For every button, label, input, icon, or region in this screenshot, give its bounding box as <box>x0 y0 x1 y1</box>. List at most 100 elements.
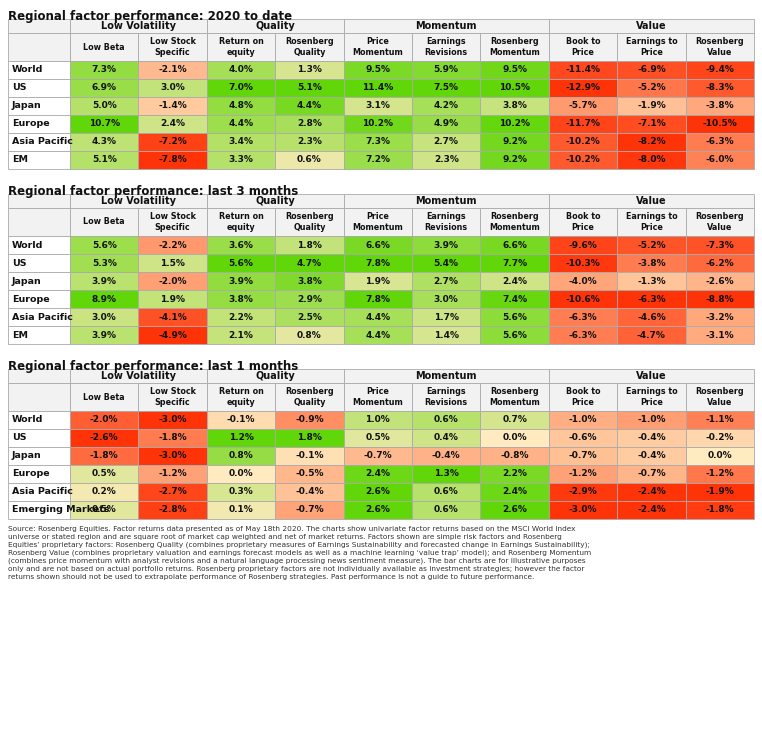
Bar <box>70 369 207 383</box>
Bar <box>549 465 617 483</box>
Bar <box>412 133 480 151</box>
Bar <box>344 33 412 61</box>
Text: 6.9%: 6.9% <box>91 83 117 92</box>
Bar <box>617 208 686 236</box>
Text: 2.4%: 2.4% <box>160 120 185 129</box>
Bar <box>70 79 139 97</box>
Text: -0.7%: -0.7% <box>637 470 666 479</box>
Bar <box>686 465 754 483</box>
Text: 1.3%: 1.3% <box>297 65 322 74</box>
Text: Low Beta: Low Beta <box>83 43 125 52</box>
Bar <box>207 383 275 411</box>
Bar <box>275 447 344 465</box>
Text: -4.6%: -4.6% <box>637 312 666 321</box>
Text: 4.2%: 4.2% <box>434 102 459 111</box>
Bar <box>8 97 70 115</box>
Text: -8.3%: -8.3% <box>706 83 734 92</box>
Text: 2.5%: 2.5% <box>297 312 322 321</box>
Text: Price
Momentum: Price Momentum <box>352 37 403 57</box>
Bar <box>344 208 412 236</box>
Text: -2.8%: -2.8% <box>158 506 187 515</box>
Text: 1.8%: 1.8% <box>297 434 322 443</box>
Text: Regional factor performance: last 1 months: Regional factor performance: last 1 mont… <box>8 360 298 373</box>
Bar <box>617 501 686 519</box>
Bar <box>549 97 617 115</box>
Bar <box>207 483 275 501</box>
Bar <box>70 208 139 236</box>
Text: 7.8%: 7.8% <box>365 294 390 303</box>
Text: Rosenberg
Momentum: Rosenberg Momentum <box>489 37 540 57</box>
Bar <box>344 447 412 465</box>
Bar <box>70 19 207 33</box>
Text: 6.6%: 6.6% <box>502 240 527 249</box>
Bar <box>549 383 617 411</box>
Text: 2.6%: 2.6% <box>502 506 527 515</box>
Text: Quality: Quality <box>255 196 295 206</box>
Bar <box>70 308 139 326</box>
Text: -0.2%: -0.2% <box>706 434 734 443</box>
Bar <box>617 254 686 272</box>
Text: Quality: Quality <box>255 371 295 381</box>
Bar <box>139 151 207 169</box>
Bar <box>275 290 344 308</box>
Text: 3.0%: 3.0% <box>92 312 117 321</box>
Bar <box>480 133 549 151</box>
Bar <box>275 115 344 133</box>
Text: -0.4%: -0.4% <box>295 488 324 497</box>
Text: Rosenberg
Momentum: Rosenberg Momentum <box>489 387 540 407</box>
Text: 1.5%: 1.5% <box>160 258 185 267</box>
Text: 5.3%: 5.3% <box>91 258 117 267</box>
Bar <box>412 483 480 501</box>
Text: 2.7%: 2.7% <box>434 276 459 285</box>
Bar <box>686 33 754 61</box>
Bar <box>344 483 412 501</box>
Text: 3.9%: 3.9% <box>229 276 254 285</box>
Bar <box>8 465 70 483</box>
Text: -2.0%: -2.0% <box>158 276 187 285</box>
Bar <box>686 411 754 429</box>
Bar <box>8 254 70 272</box>
Text: Rosenberg
Quality: Rosenberg Quality <box>285 212 334 231</box>
Text: 7.5%: 7.5% <box>434 83 459 92</box>
Bar <box>617 79 686 97</box>
Bar <box>686 254 754 272</box>
Text: 0.0%: 0.0% <box>502 434 527 443</box>
Bar <box>617 383 686 411</box>
Bar <box>686 61 754 79</box>
Bar <box>70 151 139 169</box>
Text: Asia Pacific: Asia Pacific <box>12 138 73 147</box>
Text: 3.9%: 3.9% <box>434 240 459 249</box>
Bar <box>344 133 412 151</box>
Text: -3.0%: -3.0% <box>158 416 187 425</box>
Text: -7.8%: -7.8% <box>158 156 187 165</box>
Bar <box>207 326 275 344</box>
Bar <box>8 501 70 519</box>
Text: -2.1%: -2.1% <box>158 65 187 74</box>
Text: 5.0%: 5.0% <box>92 102 117 111</box>
Bar <box>139 133 207 151</box>
Text: EM: EM <box>12 156 28 165</box>
Bar <box>412 501 480 519</box>
Bar <box>617 236 686 254</box>
Text: 2.9%: 2.9% <box>297 294 322 303</box>
Text: 0.0%: 0.0% <box>229 470 253 479</box>
Text: -2.0%: -2.0% <box>90 416 118 425</box>
Bar <box>344 194 549 208</box>
Bar <box>70 290 139 308</box>
Bar <box>549 411 617 429</box>
Text: 1.8%: 1.8% <box>297 240 322 249</box>
Bar <box>139 254 207 272</box>
Text: -1.9%: -1.9% <box>706 488 734 497</box>
Bar <box>412 290 480 308</box>
Bar <box>480 115 549 133</box>
Bar <box>207 194 344 208</box>
Bar <box>480 97 549 115</box>
Bar <box>344 236 412 254</box>
Text: 7.3%: 7.3% <box>91 65 117 74</box>
Bar <box>275 79 344 97</box>
Text: -8.0%: -8.0% <box>637 156 666 165</box>
Bar <box>207 115 275 133</box>
Bar <box>344 97 412 115</box>
Bar <box>8 326 70 344</box>
Text: -1.9%: -1.9% <box>637 102 666 111</box>
